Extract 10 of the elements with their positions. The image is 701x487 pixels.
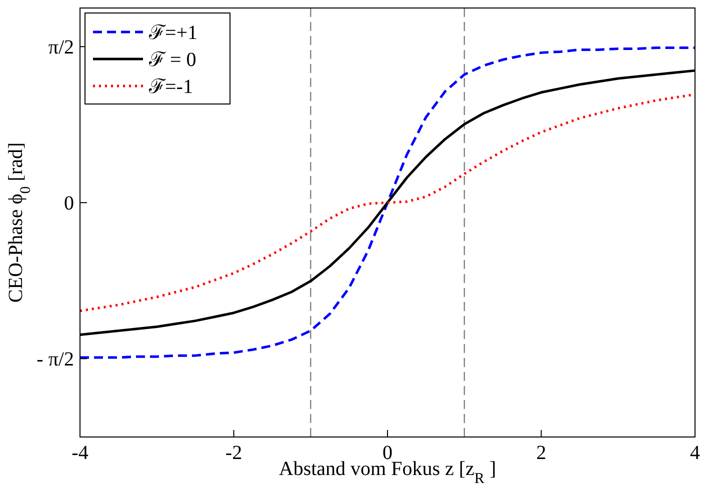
y-tick-label: - π/2: [36, 348, 74, 371]
y-tick-label: 0: [64, 192, 74, 215]
y-tick-label: π/2: [48, 36, 74, 59]
legend-label: ℱ=+1: [148, 22, 198, 44]
x-tick-label: 2: [536, 442, 546, 464]
legend-label: ℱ = 0: [148, 49, 196, 71]
legend-label: ℱ=-1: [148, 76, 193, 98]
x-tick-label: -2: [225, 442, 242, 464]
x-tick-label: -4: [72, 442, 88, 464]
x-tick-label: 4: [690, 442, 700, 464]
